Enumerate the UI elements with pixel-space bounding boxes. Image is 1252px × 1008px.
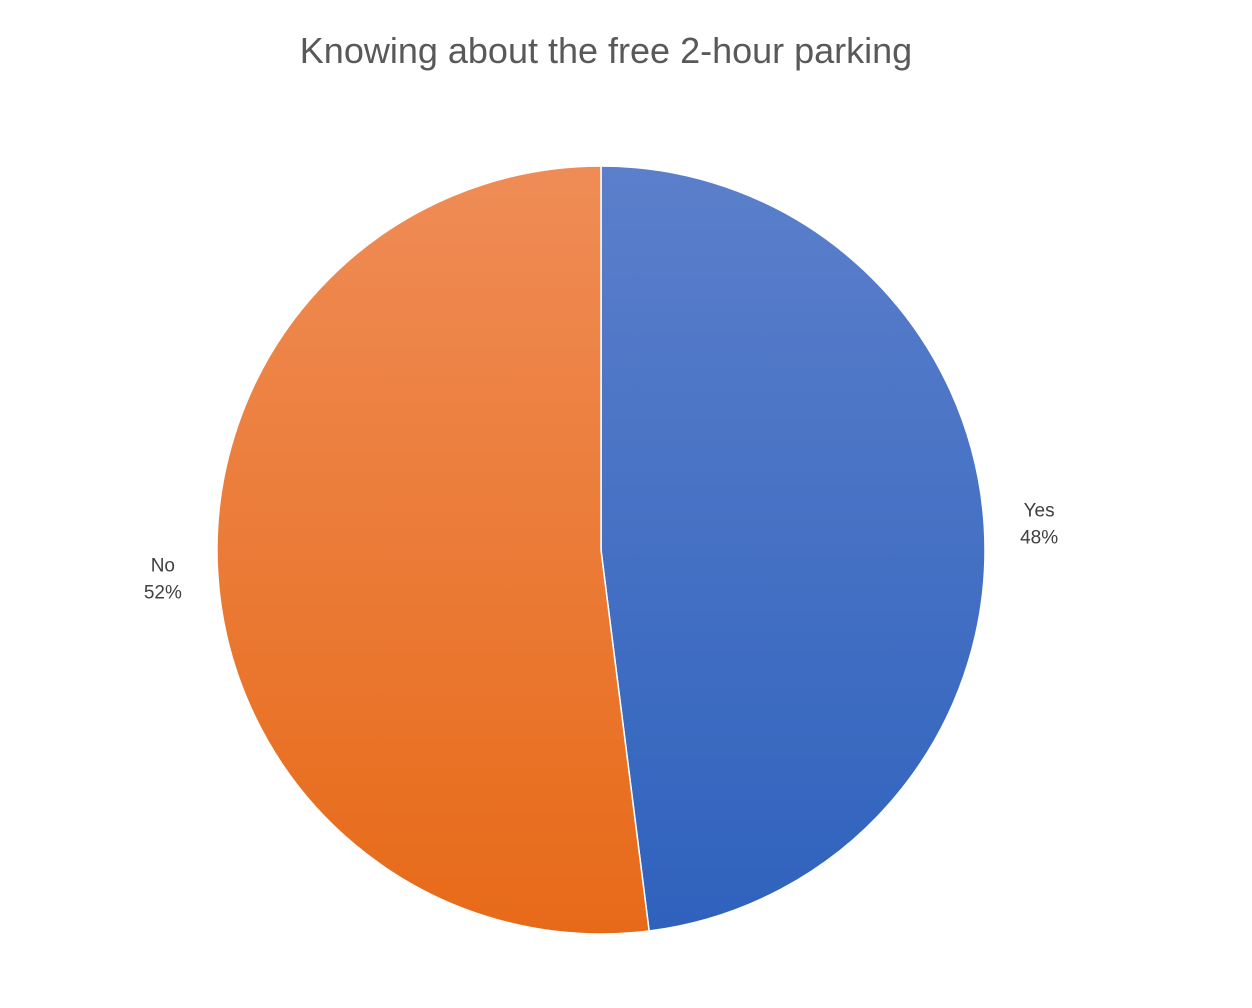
data-label-percent: 52% xyxy=(144,583,182,604)
data-label-no: No 52% xyxy=(144,556,182,604)
pie-slice-yes xyxy=(600,165,986,932)
data-label-category: No xyxy=(151,556,175,577)
data-label-yes: Yes 48% xyxy=(1020,500,1058,548)
chart-title: Knowing about the free 2-hour parking xyxy=(299,30,913,71)
data-label-category: Yes xyxy=(1024,500,1055,521)
data-label-percent: 48% xyxy=(1020,527,1058,548)
pie-slice-no xyxy=(216,165,650,935)
